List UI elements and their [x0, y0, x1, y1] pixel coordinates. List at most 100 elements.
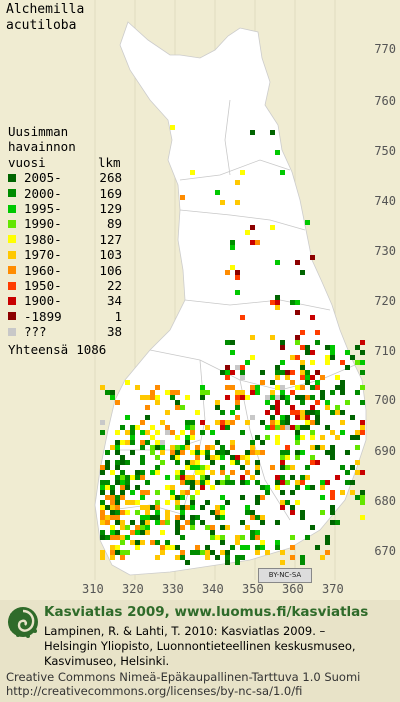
observation-square: [145, 490, 150, 495]
observation-square: [100, 520, 105, 525]
observation-square: [180, 495, 185, 500]
observation-square: [120, 535, 125, 540]
observation-square: [250, 390, 255, 395]
observation-square: [330, 430, 335, 435]
observation-square: [210, 455, 215, 460]
observation-square: [145, 415, 150, 420]
observation-square: [185, 435, 190, 440]
observation-square: [225, 270, 230, 275]
observation-square: [215, 555, 220, 560]
observation-square: [250, 445, 255, 450]
observation-square: [240, 315, 245, 320]
legend-year-label: 1900-: [24, 293, 62, 309]
observation-square: [220, 420, 225, 425]
observation-square: [300, 510, 305, 515]
observation-square: [280, 455, 285, 460]
legend-swatch: [8, 220, 16, 229]
observation-square: [260, 440, 265, 445]
observation-square: [280, 560, 285, 565]
observation-square: [200, 505, 205, 510]
observation-square: [275, 420, 280, 425]
observation-square: [310, 360, 315, 365]
observation-square: [225, 365, 230, 370]
legend-year-label: 1950-: [24, 277, 62, 293]
legend-row: 2000- 169: [8, 186, 122, 201]
legend-year-label: 1960-: [24, 262, 62, 278]
observation-square: [140, 455, 145, 460]
observation-square: [345, 470, 350, 475]
observation-square: [175, 470, 180, 475]
observation-square: [180, 550, 185, 555]
observation-square: [190, 425, 195, 430]
observation-square: [110, 510, 115, 515]
observation-square: [275, 475, 280, 480]
observation-square: [150, 470, 155, 475]
observation-square: [335, 520, 340, 525]
observation-square: [250, 355, 255, 360]
observation-square: [300, 395, 305, 400]
observation-square: [360, 370, 365, 375]
observation-square: [110, 490, 115, 495]
observation-square: [145, 430, 150, 435]
observation-square: [235, 400, 240, 405]
footer-license: Creative Commons Nimeä-Epäkaupallinen-Ta…: [6, 670, 360, 698]
license-line-2[interactable]: http://creativecommons.org/licenses/by-n…: [6, 684, 303, 698]
observation-square: [325, 425, 330, 430]
observation-square: [180, 535, 185, 540]
observation-square: [210, 445, 215, 450]
latitude-tick-label: 770: [374, 42, 396, 56]
observation-square: [320, 435, 325, 440]
observation-square: [115, 520, 120, 525]
observation-square: [305, 375, 310, 380]
license-line-1: Creative Commons Nimeä-Epäkaupallinen-Ta…: [6, 670, 361, 684]
legend-row: -1899 1: [8, 309, 122, 324]
observation-square: [205, 450, 210, 455]
observation-square: [110, 530, 115, 535]
observation-square: [125, 440, 130, 445]
legend-count: 22: [106, 277, 122, 293]
legend-count: 38: [106, 324, 122, 340]
observation-square: [300, 555, 305, 560]
observation-square: [270, 225, 275, 230]
observation-square: [280, 345, 285, 350]
legend-swatch: [8, 189, 16, 198]
observation-square: [190, 500, 195, 505]
observation-square: [165, 390, 170, 395]
legend-year-label: 1980-: [24, 231, 62, 247]
observation-square: [285, 465, 290, 470]
observation-square: [255, 240, 260, 245]
observation-square: [225, 375, 230, 380]
observation-square: [330, 345, 335, 350]
legend-swatch: [8, 173, 16, 182]
footer-title[interactable]: Kasviatlas 2009, www.luomus.fi/kasviatla…: [44, 604, 369, 620]
observation-square: [195, 465, 200, 470]
observation-square: [110, 505, 115, 510]
observation-square: [250, 225, 255, 230]
observation-square: [305, 370, 310, 375]
observation-square: [220, 525, 225, 530]
observation-square: [275, 395, 280, 400]
observation-square: [205, 455, 210, 460]
observation-square: [340, 490, 345, 495]
observation-square: [195, 470, 200, 475]
observation-square: [360, 500, 365, 505]
observation-square: [335, 385, 340, 390]
observation-square: [180, 470, 185, 475]
cc-license-badge[interactable]: BY-NC-SA: [258, 568, 312, 583]
observation-square: [275, 440, 280, 445]
observation-square: [110, 535, 115, 540]
observation-square: [230, 440, 235, 445]
observation-square: [235, 275, 240, 280]
observation-square: [240, 365, 245, 370]
observation-square: [315, 545, 320, 550]
observation-square: [340, 420, 345, 425]
observation-square: [245, 360, 250, 365]
observation-square: [310, 410, 315, 415]
legend-row: 1960- 106: [8, 263, 122, 278]
observation-square: [140, 495, 145, 500]
observation-square: [310, 375, 315, 380]
observation-square: [105, 450, 110, 455]
observation-square: [165, 510, 170, 515]
observation-square: [100, 430, 105, 435]
observation-square: [265, 490, 270, 495]
